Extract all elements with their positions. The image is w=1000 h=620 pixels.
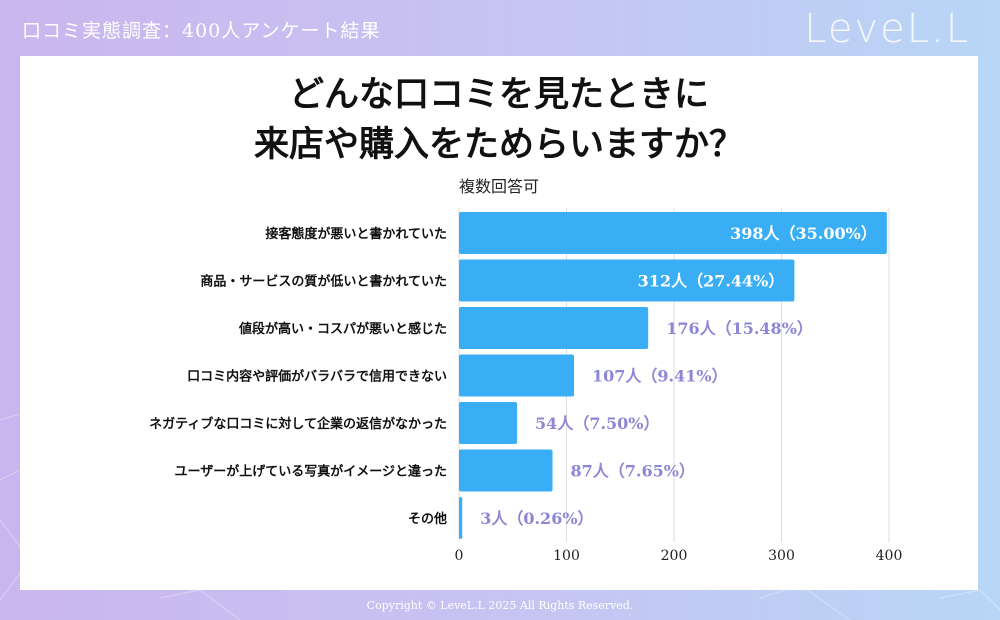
data-label: 87人（7.65%） — [571, 462, 695, 481]
bar — [459, 402, 518, 444]
data-label: 312人（27.44%） — [638, 272, 785, 291]
x-tick-label: 200 — [661, 548, 688, 564]
brand-logo: LeveL.L — [804, 6, 970, 52]
category-label: その他 — [408, 511, 447, 527]
data-label: 3人（0.26%） — [480, 509, 593, 528]
data-label: 398人（35.00%） — [730, 224, 877, 243]
category-label: ネガティブな口コミに対して企業の返信がなかった — [149, 416, 447, 432]
bar — [459, 354, 575, 397]
category-label: 口コミ内容や評価がバラバラで信用できない — [187, 369, 447, 385]
bar-chart: 0 100 200 300 400 接客態度が悪いと書かれていた 398人（35.00%） 商… — [149, 208, 903, 564]
category-label: 商品・サービスの質が低いと書かれていた — [200, 274, 447, 290]
data-label: 176人（15.48%） — [666, 319, 813, 338]
x-tick-label: 100 — [553, 548, 580, 564]
chart-title-line-1: どんな口コミを見たときに — [288, 74, 709, 115]
chart-title: どんな口コミを見たときに 来店や購入をためらいますか？ — [20, 70, 978, 170]
chart-card: どんな口コミを見たときに 来店や購入をためらいますか？ 複数回答可 0 100 20… — [20, 56, 978, 590]
bar — [459, 307, 649, 349]
bar — [459, 449, 553, 492]
category-label: 値段が高い・コスパが悪いと感じた — [238, 321, 447, 337]
chart-subtitle: 複数回答可 — [458, 177, 539, 196]
bar — [459, 497, 463, 539]
bar — [459, 212, 887, 254]
category-label: 接客態度が悪いと書かれていた — [265, 226, 447, 242]
bar — [459, 259, 795, 302]
category-label: ユーザーが上げている写真がイメージと違った — [175, 464, 447, 480]
survey-header-label: 口コミ実態調査：400人アンケート結果 — [22, 20, 381, 42]
x-tick-label: 0 — [455, 548, 464, 564]
x-tick-label: 400 — [876, 548, 903, 564]
x-tick-label: 300 — [768, 548, 795, 564]
chart-title-line-2: 来店や購入をためらいますか？ — [253, 124, 744, 165]
copyright-footer: Copyright © LeveL.L 2025 All Rights Rese… — [366, 599, 634, 612]
data-label: 107人（9.41%） — [592, 367, 728, 386]
data-label: 54人（7.50%） — [535, 414, 659, 433]
